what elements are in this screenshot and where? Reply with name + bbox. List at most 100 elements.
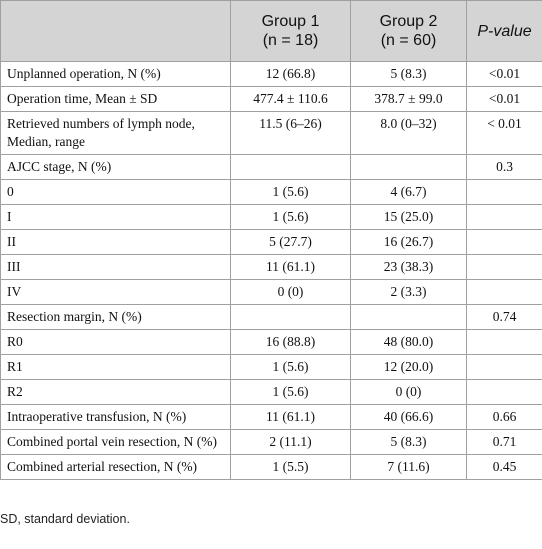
cell: 8.0 (0–32) bbox=[350, 111, 467, 155]
cell: < 0.01 bbox=[466, 111, 542, 155]
cell-text: < 0.01 bbox=[487, 116, 522, 131]
cell-text: 11 (61.1) bbox=[266, 409, 315, 424]
cell bbox=[466, 229, 542, 255]
row-label: Combined arterial resection, N (%) bbox=[0, 454, 231, 480]
cell bbox=[466, 279, 542, 305]
table-row: AJCC stage, N (%) 0.3 bbox=[0, 154, 542, 180]
cell: 16 (88.8) bbox=[230, 329, 351, 355]
cell bbox=[466, 354, 542, 380]
cell: 378.7 ± 99.0 bbox=[350, 86, 467, 112]
cell: 1 (5.5) bbox=[230, 454, 351, 480]
row-label-text: 0 bbox=[7, 184, 14, 199]
table-row: Resection margin, N (%) 0.74 bbox=[0, 304, 542, 330]
cell-text: 5 (8.3) bbox=[390, 434, 427, 449]
header-cell bbox=[0, 0, 231, 62]
cell bbox=[466, 329, 542, 355]
row-label-text: R0 bbox=[7, 334, 23, 349]
cell-text: 0.66 bbox=[492, 409, 517, 424]
row-label-text: Retrieved numbers of lymph node, Median,… bbox=[7, 116, 195, 149]
cell: 1 (5.6) bbox=[230, 379, 351, 405]
cell: 5 (27.7) bbox=[230, 229, 351, 255]
cell: 23 (38.3) bbox=[350, 254, 467, 280]
cell bbox=[350, 154, 467, 180]
cell bbox=[230, 154, 351, 180]
row-label: III bbox=[0, 254, 231, 280]
row-label: R0 bbox=[0, 329, 231, 355]
cell-text: 8.0 (0–32) bbox=[380, 116, 437, 131]
cell: 0 (0) bbox=[230, 279, 351, 305]
header-label: P-value bbox=[477, 22, 532, 40]
cell-text: 12 (20.0) bbox=[383, 359, 434, 374]
cell-text: 15 (25.0) bbox=[383, 209, 434, 224]
cell: 0 (0) bbox=[350, 379, 467, 405]
cell: 0.45 bbox=[466, 454, 542, 480]
header-label: Group 1 bbox=[261, 13, 320, 30]
row-label: AJCC stage, N (%) bbox=[0, 154, 231, 180]
row-label-text: III bbox=[7, 259, 21, 274]
row-label-text: I bbox=[7, 209, 12, 224]
row-label-text: Combined portal vein resection, N (%) bbox=[7, 434, 217, 449]
row-label: 0 bbox=[0, 179, 231, 205]
row-label: II bbox=[0, 229, 231, 255]
table-row: Operation time, Mean ± SD 477.4 ± 110.6 37… bbox=[0, 86, 542, 112]
cell bbox=[466, 254, 542, 280]
cell-text: 0 (0) bbox=[277, 284, 304, 299]
cell: 5 (8.3) bbox=[350, 429, 467, 455]
cell: <0.01 bbox=[466, 61, 542, 87]
cell: 1 (5.6) bbox=[230, 204, 351, 230]
row-label: Unplanned operation, N (%) bbox=[0, 61, 231, 87]
cell: 0.3 bbox=[466, 154, 542, 180]
cell-text: 5 (8.3) bbox=[390, 66, 427, 81]
cell bbox=[466, 204, 542, 230]
header-sub: (n = 60) bbox=[380, 32, 437, 49]
table-row: R2 1 (5.6) 0 (0) bbox=[0, 379, 542, 405]
cell: 12 (66.8) bbox=[230, 61, 351, 87]
row-label-text: AJCC stage, N (%) bbox=[7, 159, 112, 174]
row-label-text: Unplanned operation, N (%) bbox=[7, 66, 161, 81]
cell-text: 0.74 bbox=[492, 309, 517, 324]
footnote: SD, standard deviation. bbox=[0, 512, 130, 526]
cell-text: 1 (5.5) bbox=[272, 459, 309, 474]
cell bbox=[466, 379, 542, 405]
table-row: II 5 (27.7) 16 (26.7) bbox=[0, 229, 542, 255]
cell: 11 (61.1) bbox=[230, 254, 351, 280]
cell: 2 (11.1) bbox=[230, 429, 351, 455]
cell: 0.74 bbox=[466, 304, 542, 330]
row-label: Operation time, Mean ± SD bbox=[0, 86, 231, 112]
row-label-text: II bbox=[7, 234, 16, 249]
cell-text: 2 (11.1) bbox=[269, 434, 312, 449]
cell bbox=[466, 179, 542, 205]
cell: 48 (80.0) bbox=[350, 329, 467, 355]
cell: 0.71 bbox=[466, 429, 542, 455]
row-label-text: R2 bbox=[7, 384, 23, 399]
row-label: I bbox=[0, 204, 231, 230]
cell: 16 (26.7) bbox=[350, 229, 467, 255]
cell-text: 1 (5.6) bbox=[272, 184, 309, 199]
cell: 7 (11.6) bbox=[350, 454, 467, 480]
cell-text: 48 (80.0) bbox=[383, 334, 434, 349]
header-row: Group 1 (n = 18) Group 2 (n = 60) P-value bbox=[0, 0, 542, 62]
cell-text: 0.71 bbox=[492, 434, 517, 449]
cell-text: 11.5 (6–26) bbox=[259, 116, 322, 131]
table-row: Combined arterial resection, N (%) 1 (5.5… bbox=[0, 454, 542, 480]
row-label: Resection margin, N (%) bbox=[0, 304, 231, 330]
table-row: Combined portal vein resection, N (%) 2 (… bbox=[0, 429, 542, 455]
table-row: I 1 (5.6) 15 (25.0) bbox=[0, 204, 542, 230]
cell: 0.66 bbox=[466, 404, 542, 430]
header-cell: Group 2 (n = 60) bbox=[350, 0, 467, 62]
row-label-text: Intraoperative transfusion, N (%) bbox=[7, 409, 187, 424]
row-label: Retrieved numbers of lymph node, Median,… bbox=[0, 111, 231, 155]
cell-text: 1 (5.6) bbox=[272, 359, 309, 374]
cell: 2 (3.3) bbox=[350, 279, 467, 305]
cell-text: <0.01 bbox=[488, 66, 521, 81]
cell-text: 0.3 bbox=[496, 159, 513, 174]
table-row: III 11 (61.1) 23 (38.3) bbox=[0, 254, 542, 280]
cell: 40 (66.6) bbox=[350, 404, 467, 430]
cell-text: 12 (66.8) bbox=[265, 66, 316, 81]
table-row: R1 1 (5.6) 12 (20.0) bbox=[0, 354, 542, 380]
row-label-text: Operation time, Mean ± SD bbox=[7, 91, 158, 106]
header-cell: Group 1 (n = 18) bbox=[230, 0, 351, 62]
cell bbox=[230, 304, 351, 330]
table-row: IV 0 (0) 2 (3.3) bbox=[0, 279, 542, 305]
